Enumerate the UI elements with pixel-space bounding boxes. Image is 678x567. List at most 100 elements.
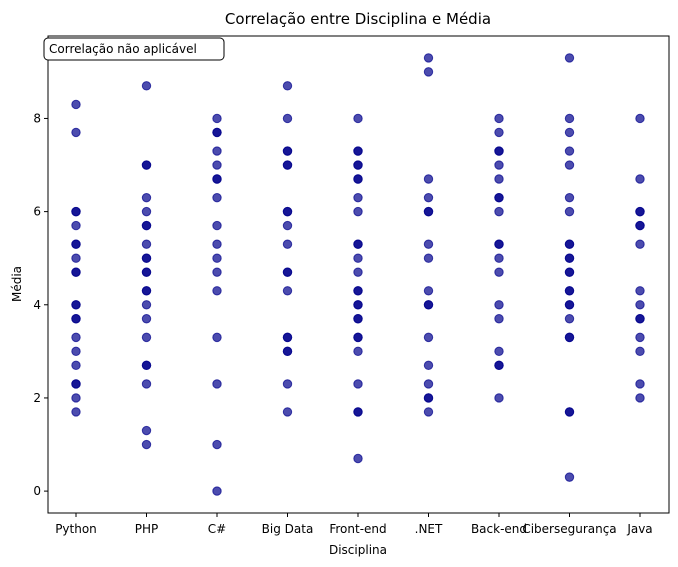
- data-point: [212, 286, 222, 296]
- data-point: [564, 253, 575, 263]
- data-point: [423, 360, 434, 371]
- data-point: [212, 486, 222, 496]
- data-point: [564, 113, 575, 124]
- data-point: [564, 53, 575, 63]
- data-point: [141, 332, 152, 343]
- data-point: [141, 267, 152, 277]
- data-point: [494, 267, 504, 277]
- data-point: [212, 174, 222, 184]
- data-point: [353, 146, 363, 156]
- data-point: [212, 267, 222, 277]
- data-point: [564, 472, 575, 482]
- data-point: [282, 146, 293, 156]
- data-point: [353, 332, 363, 343]
- axis-ticks: 0 2 4 6 8 Python PHP C# Big Data Front-end .NET Bac…: [33, 111, 652, 536]
- data-point: [353, 192, 363, 203]
- data-point: [282, 379, 293, 389]
- data-point: [564, 239, 575, 249]
- y-tick-label: 2: [33, 391, 41, 405]
- data-point: [141, 300, 152, 310]
- x-tick-label: Cibersegurança: [522, 522, 616, 536]
- data-point: [494, 300, 504, 310]
- y-tick-label: 6: [33, 205, 41, 219]
- data-point: [141, 220, 152, 231]
- data-point: [564, 300, 575, 310]
- data-point: [353, 407, 363, 417]
- data-point: [141, 314, 152, 324]
- data-point: [494, 393, 504, 403]
- data-point: [353, 346, 363, 357]
- data-point: [494, 346, 504, 357]
- data-point: [141, 192, 152, 203]
- x-tick-label: Big Data: [262, 522, 314, 536]
- data-point: [141, 206, 152, 217]
- data-point: [141, 286, 152, 296]
- data-point: [635, 314, 645, 324]
- data-point: [141, 425, 152, 436]
- data-point: [423, 206, 434, 217]
- data-point: [494, 314, 504, 324]
- y-tick-label: 8: [33, 111, 41, 125]
- data-point: [423, 286, 434, 296]
- data-point: [564, 127, 575, 138]
- x-tick-label: Back-end: [471, 522, 527, 536]
- data-point: [71, 346, 81, 357]
- x-tick-label: Front-end: [329, 522, 386, 536]
- data-point: [282, 267, 293, 277]
- data-point: [71, 360, 81, 371]
- data-point: [141, 360, 152, 371]
- data-point: [71, 379, 81, 389]
- data-point: [635, 300, 645, 310]
- data-point: [635, 113, 645, 124]
- data-point: [212, 253, 222, 263]
- x-tick-label: PHP: [135, 522, 159, 536]
- data-point: [494, 113, 504, 124]
- data-point: [212, 192, 222, 203]
- data-point: [71, 253, 81, 263]
- data-point: [71, 314, 81, 324]
- data-point: [71, 393, 81, 403]
- data-point: [635, 286, 645, 296]
- data-point: [423, 379, 434, 389]
- data-point: [423, 407, 434, 417]
- plot-area: 0 2 4 6 8 Python PHP C# Big Data Front-end .NET Bac…: [33, 35, 670, 536]
- data-point: [71, 206, 81, 217]
- x-tick-label: Python: [55, 522, 97, 536]
- data-point: [423, 239, 434, 249]
- data-point: [353, 453, 363, 464]
- data-point: [353, 286, 363, 296]
- data-point: [635, 393, 645, 403]
- data-point: [564, 267, 575, 277]
- data-point: [282, 206, 293, 217]
- data-point: [141, 239, 152, 249]
- data-point: [635, 346, 645, 357]
- data-point: [353, 174, 363, 184]
- data-point: [564, 192, 575, 203]
- data-point: [494, 160, 504, 170]
- data-point: [141, 439, 152, 450]
- data-point: [494, 206, 504, 217]
- data-point: [212, 127, 222, 138]
- data-point: [423, 174, 434, 184]
- data-point: [353, 206, 363, 217]
- data-point: [353, 113, 363, 124]
- data-point: [282, 332, 293, 343]
- data-point: [212, 113, 222, 124]
- y-tick-label: 4: [33, 298, 41, 312]
- data-point: [71, 239, 81, 249]
- data-point: [212, 332, 222, 343]
- data-point: [423, 332, 434, 343]
- data-point: [564, 146, 575, 156]
- data-point: [423, 67, 434, 77]
- x-axis-label: Disciplina: [329, 543, 387, 557]
- y-axis-label: Média: [10, 266, 24, 302]
- data-point: [353, 314, 363, 324]
- data-points: [71, 53, 645, 496]
- data-point: [635, 220, 645, 231]
- data-point: [282, 239, 293, 249]
- data-point: [564, 160, 575, 170]
- data-point: [353, 160, 363, 170]
- x-tick-label: Java: [626, 522, 652, 536]
- data-point: [564, 314, 575, 324]
